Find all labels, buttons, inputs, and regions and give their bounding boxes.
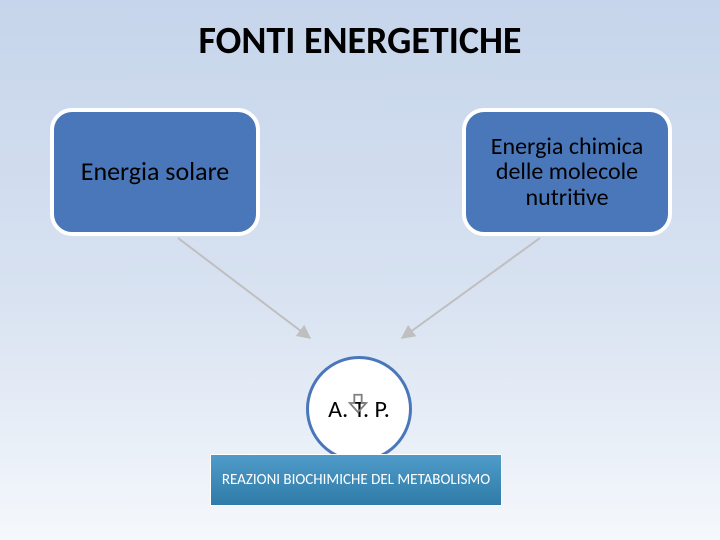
- node-label: REAZIONI BIOCHIMICHE DEL METABOLISMO: [222, 472, 490, 489]
- slide: FONTI ENERGETICHE Energia solare Energia…: [0, 0, 720, 540]
- slide-title: FONTI ENERGETICHE: [0, 18, 720, 64]
- node-energia-chimica: Energia chimica delle molecole nutritive: [462, 108, 672, 236]
- node-energia-solare: Energia solare: [50, 108, 260, 236]
- arrow-left-to-atp: [178, 238, 310, 338]
- arrow-right-to-atp: [402, 238, 540, 338]
- node-reazioni-metabolismo: REAZIONI BIOCHIMICHE DEL METABOLISMO: [210, 454, 502, 506]
- down-arrow-icon: [347, 392, 369, 414]
- node-label: Energia solare: [81, 158, 230, 185]
- node-label: Energia chimica delle molecole nutritive: [466, 134, 668, 210]
